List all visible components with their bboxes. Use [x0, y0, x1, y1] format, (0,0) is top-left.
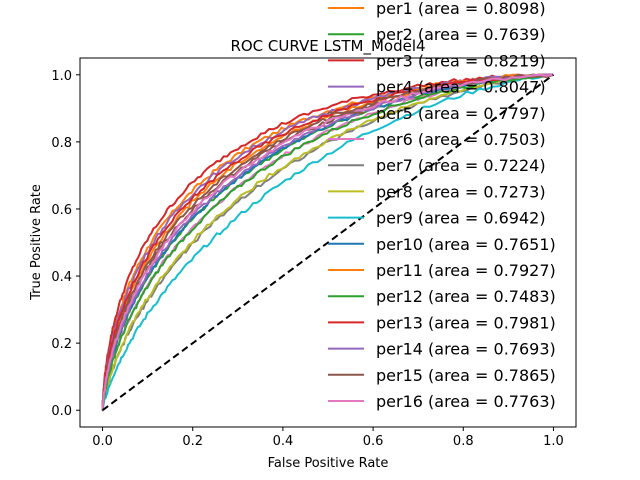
- plot-frame: [79, 57, 577, 428]
- x-tick-label: 0.6: [363, 434, 384, 449]
- legend-label: per7 (area = 0.7224): [376, 156, 546, 175]
- y-tick-label: 1.0: [51, 69, 72, 84]
- legend-label: per9 (area = 0.6942): [376, 209, 546, 228]
- legend-label: per4 (area = 0.8047): [376, 78, 546, 97]
- y-axis-ticks: 0.0 0.2 0.4 0.6 0.8 1.0: [51, 69, 80, 419]
- roc-curve-line: [101, 73, 554, 411]
- x-tick-label: 0.8: [453, 434, 474, 449]
- legend-label: per5 (area = 0.7797): [376, 104, 546, 123]
- roc-curve-line: [101, 73, 554, 412]
- legend: per1 (area = 0.8098) per2 (area = 0.7639)…: [328, 0, 556, 411]
- legend-label: per13 (area = 0.7981): [376, 313, 556, 332]
- legend-label: per2 (area = 0.7639): [376, 25, 546, 44]
- legend-label: per14 (area = 0.7693): [376, 340, 556, 359]
- legend-label: per8 (area = 0.7273): [376, 182, 546, 201]
- roc-curve-line: [101, 73, 554, 412]
- x-tick-label: 1.0: [543, 434, 564, 449]
- legend-label: per10 (area = 0.7651): [376, 235, 556, 254]
- x-tick-label: 0.4: [273, 434, 294, 449]
- legend-label: per16 (area = 0.7763): [376, 392, 556, 411]
- x-axis-ticks: 0.0 0.2 0.4 0.6 0.8 1.0: [92, 427, 564, 449]
- y-axis-label: True Positive Rate: [29, 184, 44, 301]
- roc-curve-line: [101, 73, 554, 411]
- legend-label: per15 (area = 0.7865): [376, 366, 556, 385]
- x-axis-label: False Positive Rate: [268, 456, 389, 471]
- legend-label: per3 (area = 0.8219): [376, 51, 546, 70]
- y-tick-label: 0.2: [51, 337, 72, 352]
- roc-curves: [101, 73, 554, 412]
- legend-label: per6 (area = 0.7503): [376, 130, 546, 149]
- y-tick-label: 0.6: [51, 203, 72, 218]
- chart-title: ROC CURVE LSTM_Model4: [230, 37, 425, 56]
- legend-label: per1 (area = 0.8098): [376, 0, 546, 18]
- y-tick-label: 0.4: [51, 270, 72, 285]
- y-tick-label: 0.8: [51, 136, 72, 151]
- y-tick-label: 0.0: [51, 404, 72, 419]
- chance-diagonal-line: [101, 73, 555, 412]
- roc-curve-line: [101, 73, 554, 411]
- legend-label: per12 (area = 0.7483): [376, 287, 556, 306]
- legend-label: per11 (area = 0.7927): [376, 261, 556, 280]
- x-tick-label: 0.2: [182, 434, 203, 449]
- roc-curve-line: [101, 73, 554, 412]
- x-tick-label: 0.0: [92, 434, 113, 449]
